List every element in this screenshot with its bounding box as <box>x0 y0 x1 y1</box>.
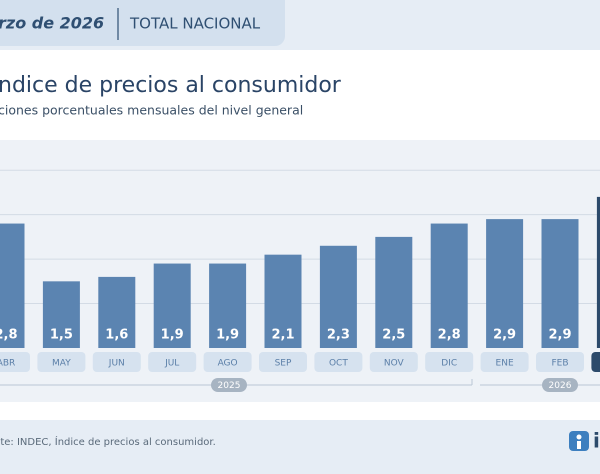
x-tick-label: DIC <box>441 359 457 369</box>
value-label: 1,9 <box>161 328 184 343</box>
bar <box>153 263 191 348</box>
svg-text:i: i <box>593 429 600 453</box>
bar <box>375 236 413 348</box>
logo: i <box>569 429 600 453</box>
bar <box>209 263 247 348</box>
bar <box>98 276 136 348</box>
group-pill <box>211 378 247 392</box>
header-box <box>0 0 285 46</box>
value-label: 1,6 <box>105 328 128 343</box>
value-label: 2,3 <box>327 328 350 343</box>
category-pill <box>480 352 529 372</box>
x-tick-label: SEP <box>275 359 292 369</box>
category-pill <box>259 352 307 372</box>
x-tick-label: AGO <box>218 359 238 369</box>
group-label: 2025 <box>218 381 241 391</box>
bar <box>319 245 357 348</box>
category-pill <box>425 352 474 372</box>
bar <box>42 281 80 348</box>
x-tick-label: NOV <box>384 359 405 369</box>
bar <box>486 219 524 348</box>
bar <box>596 196 600 348</box>
x-tick-label: ABR <box>0 359 15 369</box>
value-label: 2,9 <box>493 328 516 343</box>
chart-title: ndice de precios al consumidor <box>0 73 342 98</box>
bar <box>264 254 302 348</box>
x-tick-label: MAY <box>52 359 71 369</box>
value-label: 2,1 <box>271 328 294 343</box>
value-label: 1,5 <box>50 328 73 343</box>
category-pill <box>314 352 363 372</box>
bar <box>430 223 468 348</box>
value-label: 2,8 <box>0 328 18 343</box>
header-scope: TOTAL NACIONAL <box>129 15 261 33</box>
x-tick-label: FEB <box>551 359 568 369</box>
bar <box>0 223 25 348</box>
x-tick-label: JUL <box>164 359 179 369</box>
group-pill <box>542 378 578 392</box>
category-pill <box>0 352 30 372</box>
category-pill <box>591 352 600 372</box>
value-label: 1,9 <box>216 328 239 343</box>
value-label: 2,5 <box>382 328 405 343</box>
x-tick-label: OCT <box>329 359 348 369</box>
category-pill <box>37 352 86 372</box>
category-pill <box>203 352 252 372</box>
value-label: 2,8 <box>438 328 461 343</box>
bar <box>541 219 579 348</box>
x-tick-label: ENE <box>496 359 514 369</box>
header-date: rzo de 2026 <box>0 14 104 33</box>
x-tick-label: JUN <box>108 359 125 369</box>
source: nte: INDEC, Índice de precios al consumi… <box>0 435 216 448</box>
category-pill <box>92 352 141 372</box>
category-pill <box>536 352 584 372</box>
category-pill <box>369 352 418 372</box>
value-label: 2,9 <box>548 328 571 343</box>
group-label: 2026 <box>549 381 572 391</box>
chart-subtitle: ciones porcentuales mensuales del nivel … <box>0 103 303 118</box>
category-pill <box>148 352 197 372</box>
